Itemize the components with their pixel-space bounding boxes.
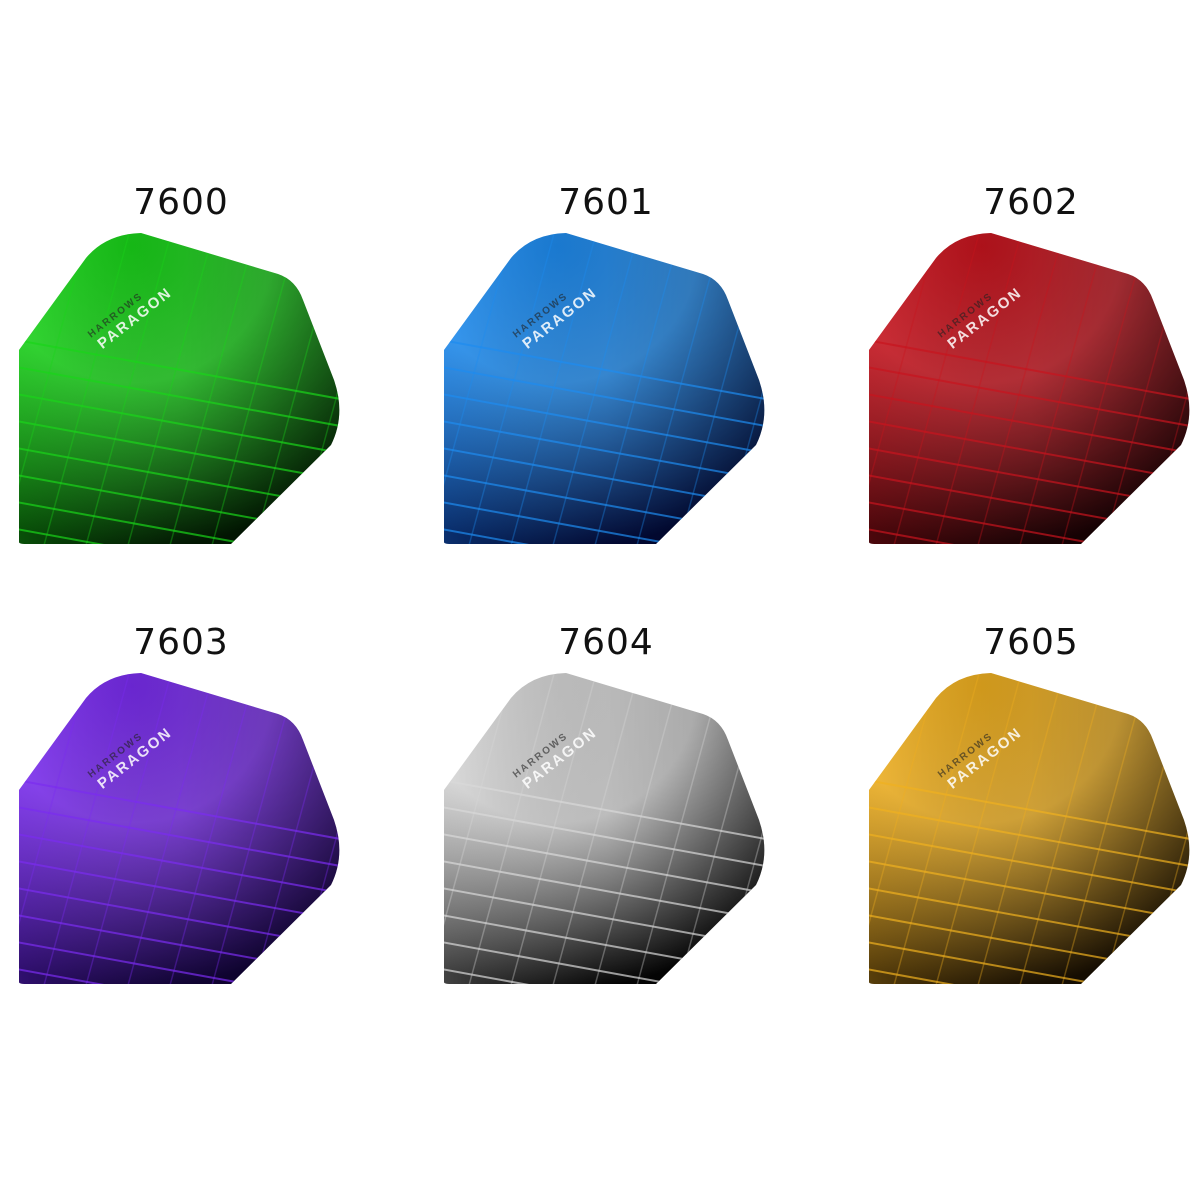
dart-flight-7605: 7605 HARROWS PARAGON (866, 622, 1196, 1002)
flight-graphic: HARROWS PARAGON (19, 673, 340, 984)
dart-flight-7603: 7603 HARROWS PARAGON (16, 622, 346, 1002)
dart-flight-7601: 7601 HARROWS PARAGON (441, 182, 771, 562)
flight-graphic: HARROWS PARAGON (444, 673, 765, 984)
flight-code-label: 7602 (983, 182, 1079, 223)
flight-code-label: 7605 (983, 622, 1079, 663)
dart-flight-7604: 7604 HARROWS PARAGON (441, 622, 771, 1002)
flight-graphic: HARROWS PARAGON (19, 233, 340, 544)
flight-code-label: 7603 (133, 622, 229, 663)
flight-graphic: HARROWS PARAGON (869, 673, 1190, 984)
dart-flight-7602: 7602 HARROWS PARAGON (866, 182, 1196, 562)
flight-graphic: HARROWS PARAGON (869, 233, 1190, 544)
flight-code-label: 7600 (133, 182, 229, 223)
flight-code-label: 7601 (558, 182, 654, 223)
flight-code-label: 7604 (558, 622, 654, 663)
dart-flight-7600: 7600 HARROWS PARAGON (16, 182, 346, 562)
flight-graphic: HARROWS PARAGON (444, 233, 765, 544)
